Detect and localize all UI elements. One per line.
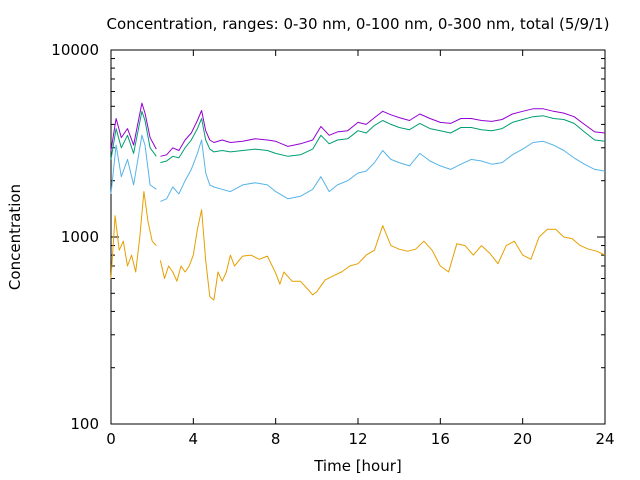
x-axis-label: Time [hour] (313, 457, 402, 475)
series-line-2 (110, 110, 606, 164)
series-line-1 (110, 102, 606, 157)
x-tick-label: 20 (513, 430, 532, 448)
x-tick-label: 8 (271, 430, 281, 448)
plot-frame (110, 49, 606, 425)
x-tick-label: 24 (595, 430, 614, 448)
y-axis: 100 1000 10000 (51, 41, 605, 433)
x-tick-label: 16 (431, 430, 450, 448)
chart-title: Concentration, ranges: 0-30 nm, 0-100 nm… (107, 15, 610, 33)
series-layer (110, 102, 606, 301)
y-tick-label: 1000 (61, 228, 99, 246)
x-axis: 0 4 8 12 16 20 24 (106, 50, 615, 448)
x-tick-label: 4 (189, 430, 199, 448)
x-tick-label: 12 (348, 430, 367, 448)
y-tick-label: 100 (70, 415, 99, 433)
y-axis-label: Concentration (6, 184, 24, 290)
series-line-3 (110, 134, 606, 202)
series-line-4 (110, 191, 606, 301)
y-tick-label: 10000 (51, 41, 99, 59)
x-tick-label: 0 (106, 430, 116, 448)
